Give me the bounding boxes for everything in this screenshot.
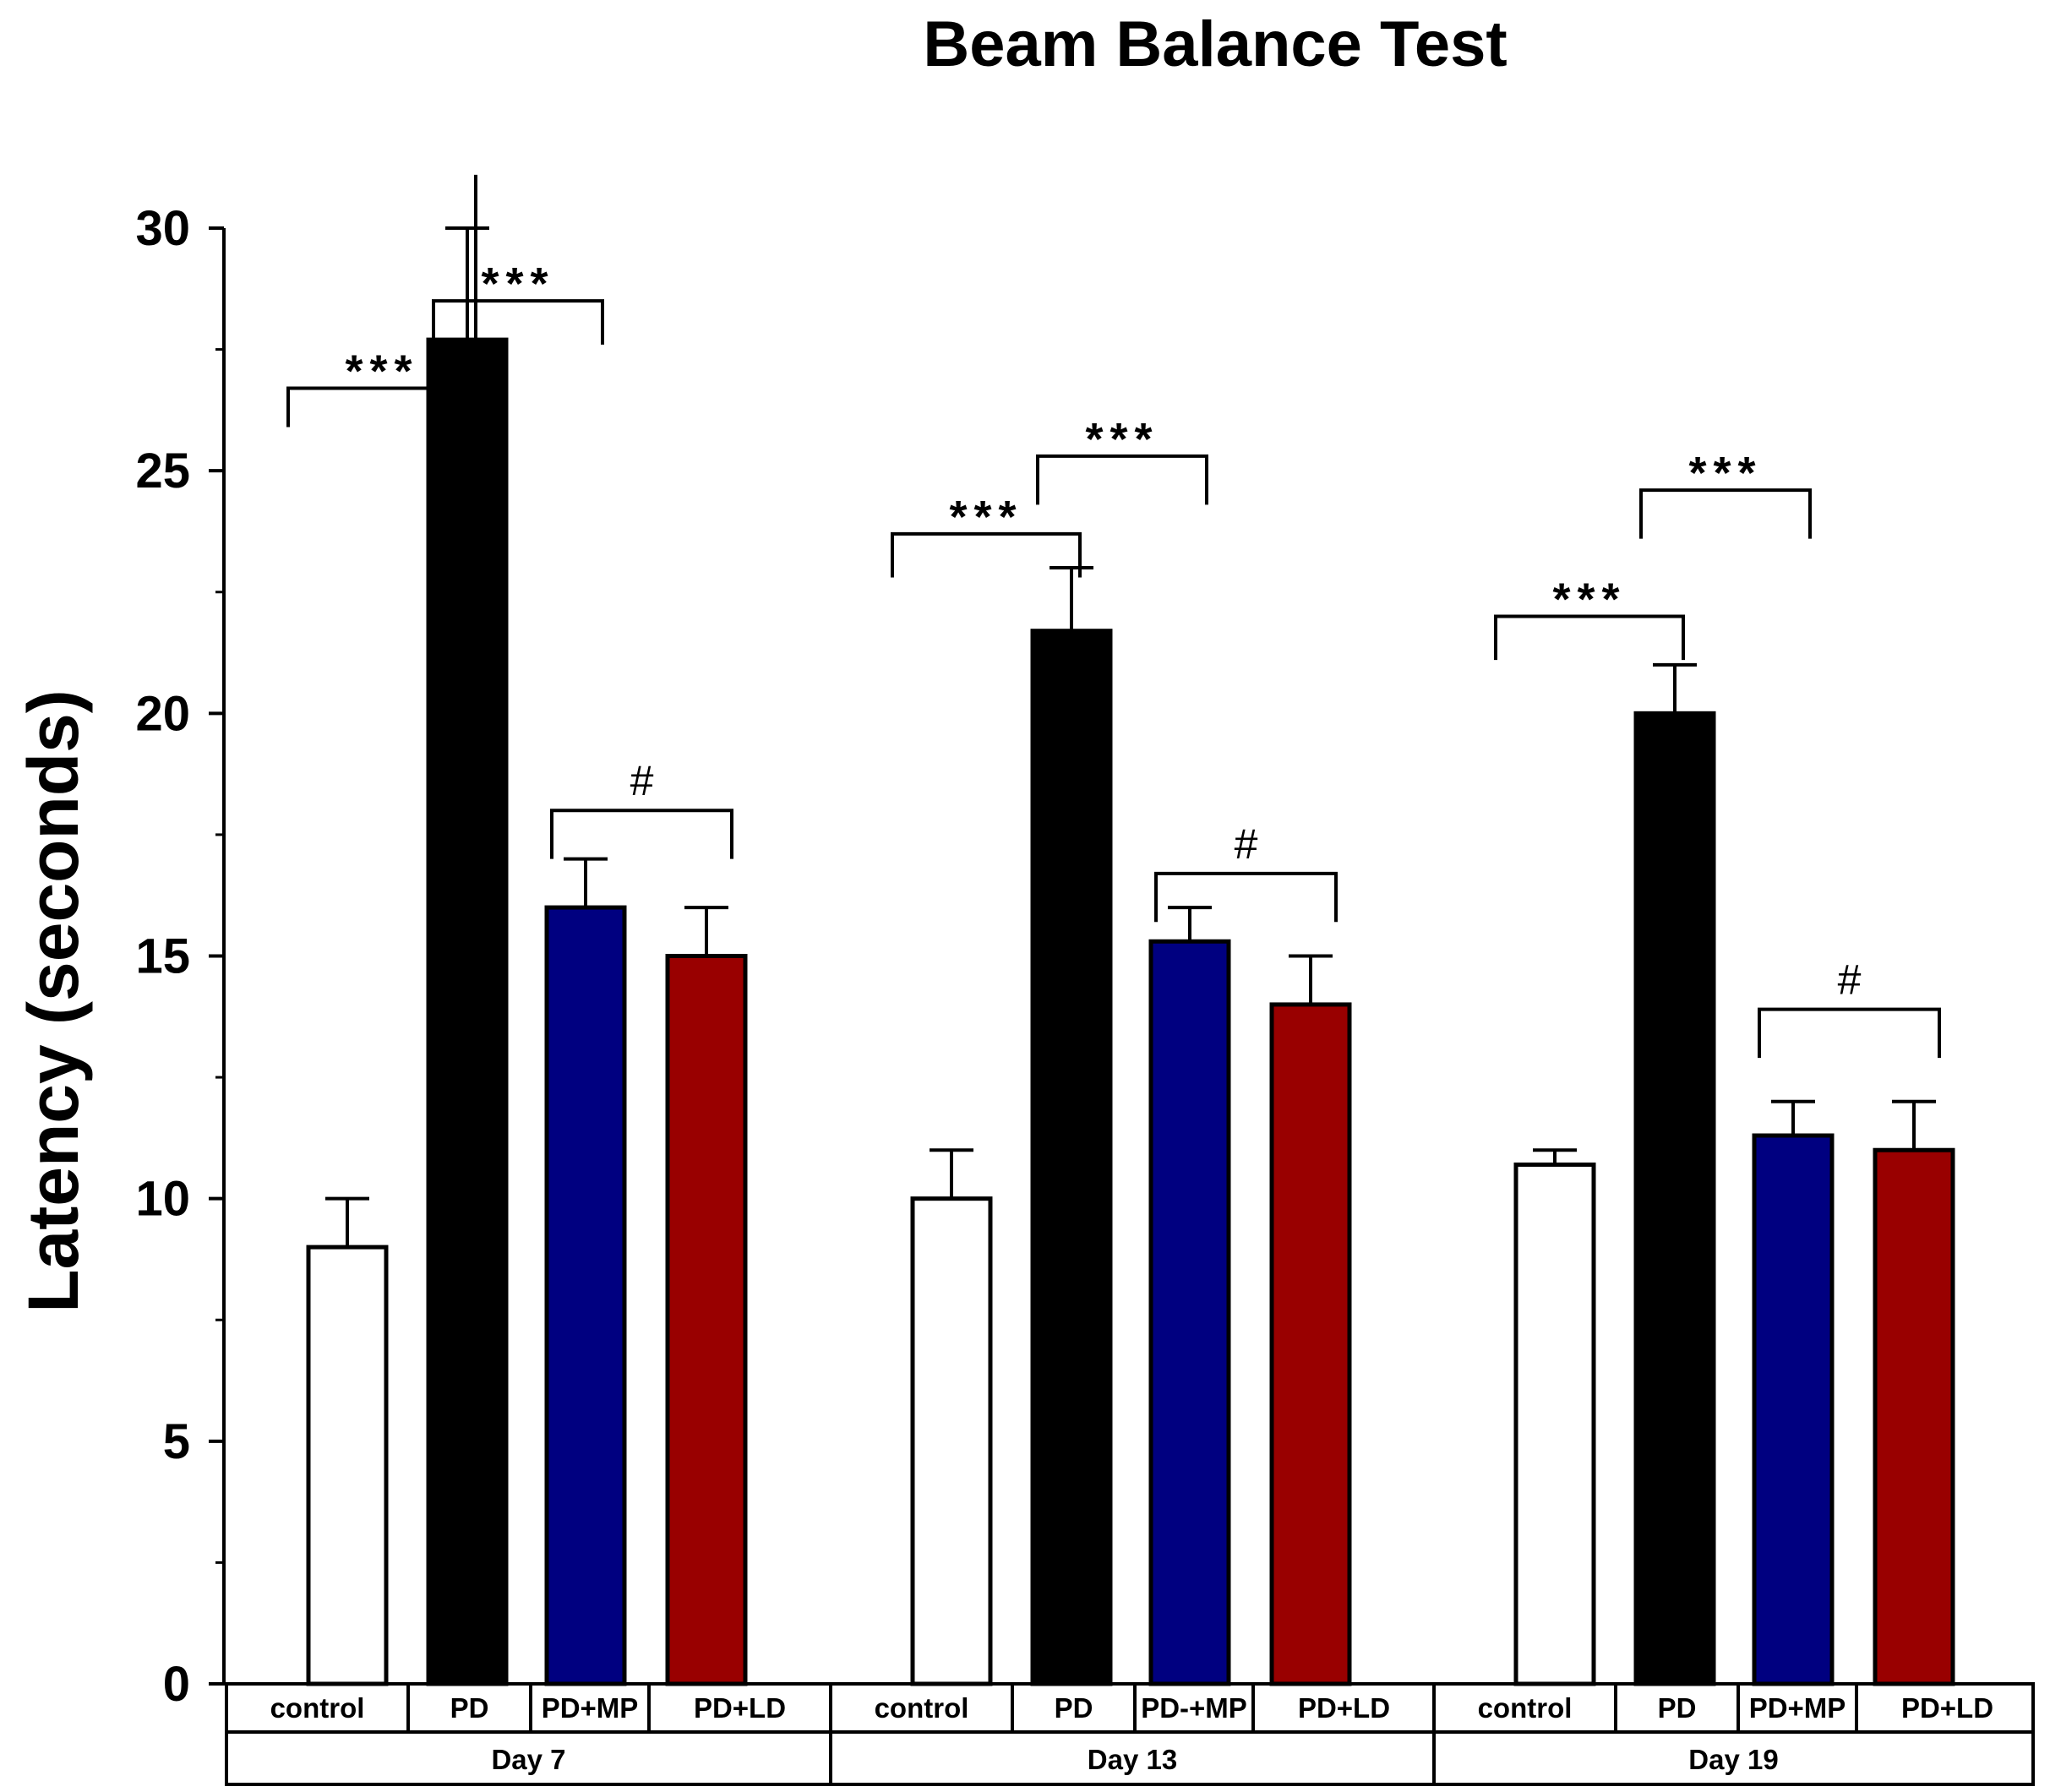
significance-bracket	[1758, 1007, 1941, 1059]
bar-control	[910, 1196, 993, 1686]
bar-pd	[426, 337, 509, 1686]
significance-bracket	[1639, 488, 1812, 539]
bar-control	[1513, 1162, 1596, 1686]
category-label: control	[270, 1692, 365, 1724]
bar-pd-mp	[544, 905, 627, 1686]
significance-bracket	[1494, 614, 1685, 661]
y-tick-label: 30	[135, 201, 190, 256]
category-label: PD+MP	[542, 1692, 639, 1724]
significance-bracket	[1154, 871, 1338, 923]
group-label: Day 13	[1088, 1744, 1177, 1775]
significance-bracket	[891, 531, 1082, 578]
significance-annotations: *** *** # *** *** # *** *** #	[286, 174, 1941, 1059]
bar-control	[306, 1245, 389, 1686]
y-tick-label: 0	[163, 1657, 190, 1712]
significance-bracket	[432, 299, 604, 389]
bar-pd-ld	[665, 954, 748, 1686]
category-label: PD	[450, 1692, 489, 1724]
bar-pd-ld	[1873, 1147, 1955, 1686]
category-label: PD+LD	[1298, 1692, 1390, 1724]
bar-pd-mp	[1752, 1133, 1835, 1686]
category-label: PD+LD	[694, 1692, 786, 1724]
bar-pd	[1030, 629, 1113, 1686]
bars	[306, 226, 1955, 1686]
category-table-border	[225, 1682, 2035, 1786]
significance-bracket	[1036, 454, 1208, 505]
y-tick-label: 20	[135, 686, 190, 741]
y-tick-label: 25	[135, 444, 190, 498]
category-label: control	[875, 1692, 969, 1724]
x-axis-category-table: Day 7 control PD PD+MP PD+LD Day 13 control PD P…	[225, 1682, 2035, 1786]
chart-title: Beam Balance Test	[923, 8, 1507, 80]
bar-pd-mp	[1148, 939, 1231, 1686]
category-label: PD+MP	[1749, 1692, 1846, 1724]
y-tick-label: 5	[163, 1414, 190, 1469]
significance-label: ***	[481, 259, 554, 309]
category-label: PD	[1055, 1692, 1093, 1724]
axes: 0 5 10 15 20 25 30	[135, 201, 226, 1712]
bar-pd	[1633, 711, 1716, 1686]
category-label: PD+LD	[1901, 1692, 1993, 1724]
significance-label: ***	[949, 492, 1022, 542]
y-tick-label: 15	[135, 929, 190, 984]
significance-label: #	[1235, 820, 1258, 868]
category-label: control	[1478, 1692, 1573, 1724]
significance-label: ***	[1085, 414, 1159, 465]
significance-bracket	[286, 174, 477, 428]
category-label: PD	[1658, 1692, 1697, 1724]
group-label: Day 7	[491, 1744, 565, 1775]
group-label: Day 19	[1688, 1744, 1778, 1775]
significance-label: #	[630, 757, 654, 804]
category-label: PD-+MP	[1141, 1692, 1247, 1724]
y-axis-label: Latency (seconds)	[14, 689, 93, 1313]
significance-label: ***	[345, 346, 418, 397]
y-tick-label: 10	[135, 1172, 190, 1227]
significance-label: #	[1838, 956, 1862, 1004]
bar-pd-ld	[1269, 1002, 1352, 1686]
significance-bracket	[550, 809, 733, 859]
significance-label: ***	[1552, 574, 1626, 624]
significance-label: ***	[1688, 448, 1762, 498]
